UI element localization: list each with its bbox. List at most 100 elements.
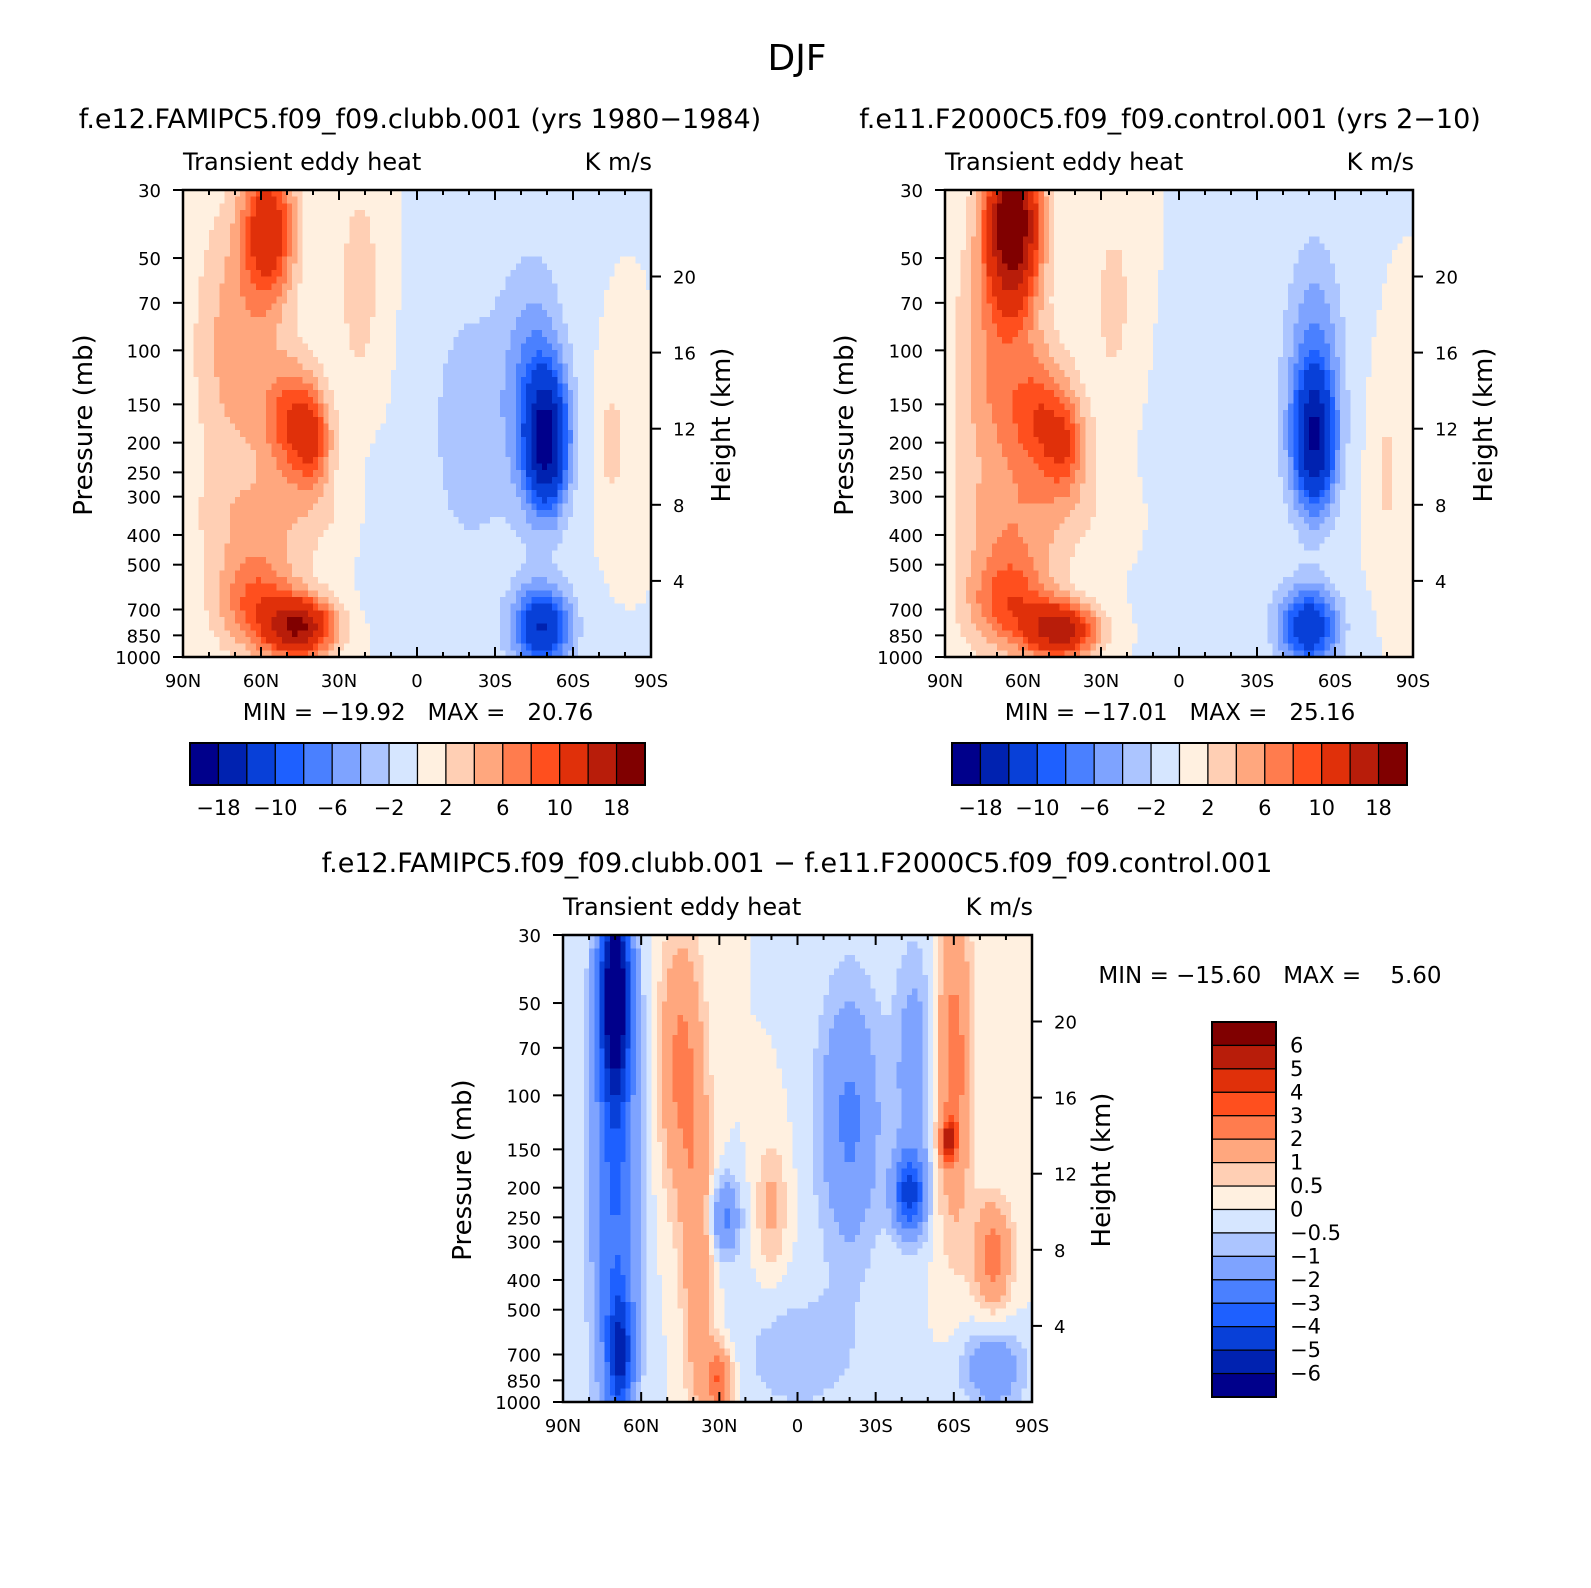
- field-cell: [479, 276, 486, 284]
- field-cell: [307, 463, 314, 471]
- field-cell: [276, 450, 283, 458]
- field-cell: [432, 383, 439, 391]
- field-cell: [261, 236, 267, 244]
- field-cell: [240, 616, 246, 625]
- field-cell: [474, 456, 480, 465]
- field-cell: [411, 330, 418, 338]
- field-cell: [271, 390, 278, 398]
- field-cell: [203, 316, 210, 325]
- field-cell: [380, 356, 387, 365]
- field-cell: [547, 256, 553, 264]
- field-cell: [339, 356, 345, 365]
- field-cell: [417, 643, 423, 651]
- field-cell: [458, 610, 465, 618]
- field-cell: [209, 643, 215, 651]
- field-cell: [318, 550, 324, 558]
- field-cell: [214, 350, 220, 358]
- field-cell: [261, 383, 267, 391]
- field-cell: [323, 230, 330, 238]
- field-cell: [240, 576, 246, 585]
- field-cell: [219, 463, 226, 471]
- field-cell: [370, 350, 376, 358]
- field-cell: [266, 403, 272, 411]
- field-cell: [432, 443, 439, 451]
- field-cell: [318, 230, 324, 238]
- field-cell: [354, 203, 361, 211]
- field-cell: [365, 270, 371, 278]
- field-cell: [209, 343, 215, 351]
- field-cell: [526, 576, 532, 585]
- field-cell: [463, 190, 470, 198]
- field-cell: [541, 443, 548, 451]
- field-cell: [437, 463, 444, 471]
- field-cell: [333, 436, 340, 445]
- field-cell: [297, 350, 304, 358]
- field-cell: [453, 590, 460, 598]
- field-cell: [203, 350, 210, 358]
- field-cell: [521, 596, 527, 605]
- field-cell: [375, 530, 382, 538]
- field-cell: [443, 383, 449, 391]
- field-cell: [396, 396, 402, 405]
- field-cell: [443, 510, 449, 518]
- field-cell: [417, 416, 423, 425]
- field-cell: [370, 416, 376, 425]
- field-cell: [463, 290, 470, 298]
- field-cell: [307, 430, 314, 438]
- field-cell: [547, 403, 553, 411]
- field-cell: [396, 443, 402, 451]
- field-cell: [417, 230, 423, 238]
- field-cell: [365, 303, 371, 311]
- field-cell: [318, 383, 324, 391]
- field-cell: [401, 283, 408, 291]
- field-cell: [245, 230, 252, 238]
- field-cell: [453, 370, 460, 378]
- field-cell: [250, 470, 257, 478]
- field-cell: [495, 503, 501, 511]
- field-cell: [515, 543, 522, 551]
- field-cell: [235, 303, 241, 311]
- field-cell: [245, 390, 252, 398]
- field-cell: [547, 310, 553, 318]
- field-cell: [531, 470, 538, 478]
- field-cell: [437, 250, 444, 258]
- field-cell: [349, 190, 356, 198]
- field-cell: [240, 643, 246, 651]
- field-cell: [432, 363, 439, 371]
- field-cell: [318, 636, 324, 645]
- field-cell: [266, 556, 272, 565]
- field-cell: [214, 570, 220, 578]
- field-cell: [193, 190, 200, 198]
- field-cell: [391, 203, 397, 211]
- field-cell: [219, 296, 226, 305]
- field-cell: [235, 530, 241, 538]
- field-cell: [547, 236, 553, 244]
- field-cell: [391, 543, 397, 551]
- panel-1-units: K m/s: [585, 148, 652, 176]
- field-cell: [349, 490, 356, 498]
- field-cell: [292, 496, 298, 505]
- field-cell: [266, 596, 272, 605]
- field-cell: [250, 290, 257, 298]
- field-cell: [552, 230, 558, 238]
- field-cell: [489, 263, 496, 271]
- field-cell: [500, 436, 506, 445]
- field-cell: [526, 583, 532, 591]
- field-cell: [391, 603, 397, 611]
- field-cell: [349, 470, 356, 478]
- field-cell: [448, 603, 454, 611]
- field-cell: [203, 243, 210, 251]
- field-cell: [266, 456, 272, 465]
- field-cell: [510, 190, 517, 198]
- field-cell: [203, 263, 210, 271]
- field-cell: [271, 270, 278, 278]
- field-cell: [500, 243, 506, 251]
- field-cell: [219, 516, 226, 525]
- field-cell: [458, 296, 465, 305]
- field-cell: [474, 336, 480, 345]
- field-cell: [495, 230, 501, 238]
- field-cell: [255, 536, 262, 545]
- field-cell: [443, 523, 449, 531]
- field-cell: [458, 310, 465, 318]
- field-cell: [432, 456, 439, 465]
